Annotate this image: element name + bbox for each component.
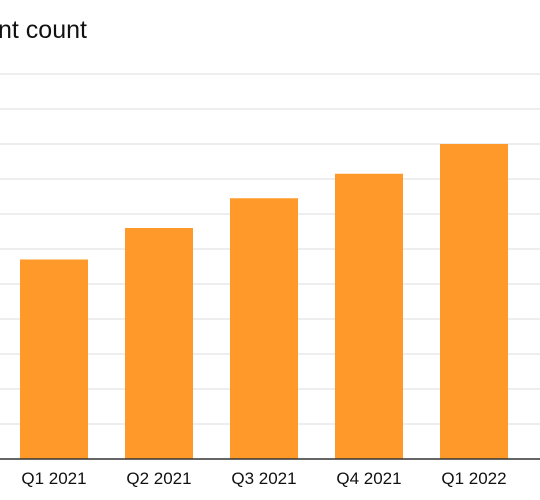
bar-q3-2021 — [230, 198, 298, 459]
bar-q4-2021 — [335, 173, 403, 459]
x-tick-label: Q3 2021 — [231, 469, 296, 488]
x-tick-label: Q1 2021 — [21, 469, 86, 488]
bar-q1-2021 — [20, 259, 88, 459]
x-tick-label: Q4 2021 — [336, 469, 401, 488]
x-tick-labels: Q1 2021 Q2 2021 Q3 2021 Q4 2021 Q1 2022 — [21, 469, 506, 488]
bar-q2-2021 — [125, 228, 193, 459]
bar-q1-2022 — [440, 144, 508, 459]
bars — [20, 144, 508, 459]
x-tick-label: Q1 2022 — [441, 469, 506, 488]
x-tick-label: Q2 2021 — [126, 469, 191, 488]
chart-title: nt count — [0, 16, 87, 44]
